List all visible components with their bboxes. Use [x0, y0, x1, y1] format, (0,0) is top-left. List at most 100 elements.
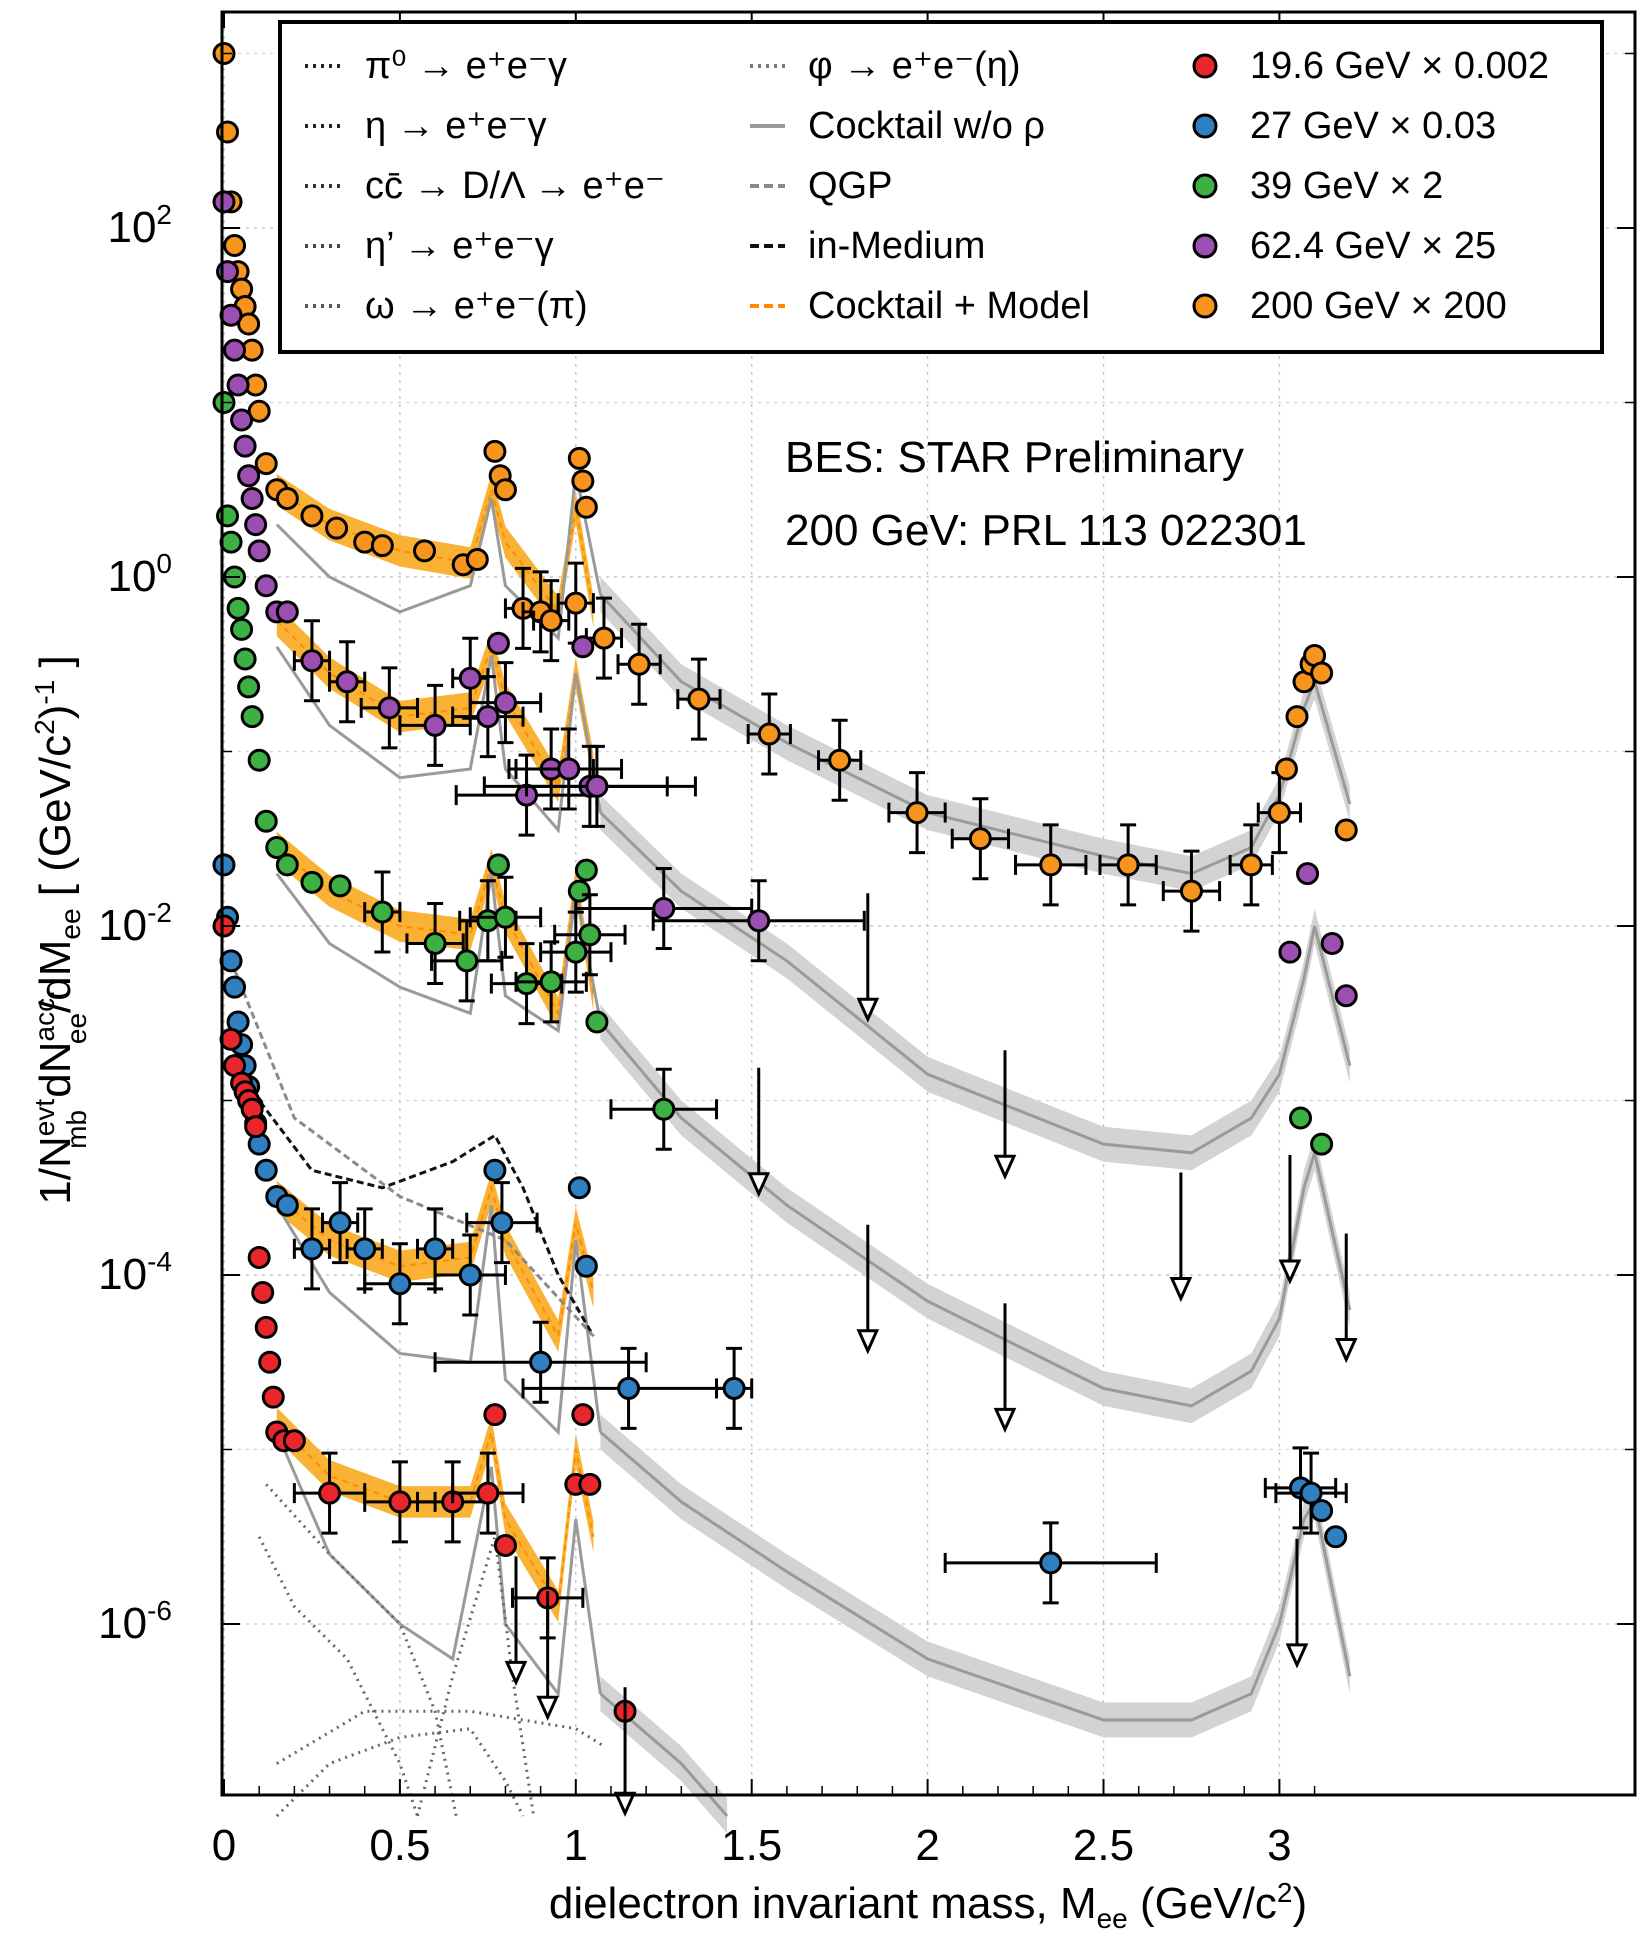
data-point — [455, 949, 479, 973]
data-point — [1239, 853, 1263, 877]
upper-limit-arrow — [1169, 1276, 1193, 1303]
annotation-prl: 200 GeV: PRL 113 022301 — [785, 506, 1307, 555]
cocktail-wo-rho-curve — [275, 645, 602, 834]
data-point — [458, 1263, 482, 1287]
data-point — [828, 748, 852, 772]
data-point — [652, 1097, 676, 1121]
data-point — [230, 408, 254, 432]
data-point — [905, 801, 929, 825]
y-tick-label: 102 — [107, 199, 172, 252]
data-point — [539, 970, 563, 994]
data-point — [486, 631, 510, 655]
cocktail-uncertainty-band — [600, 795, 1350, 1171]
y-tick-label: 100 — [107, 548, 172, 601]
data-point — [1285, 705, 1309, 729]
data-point — [515, 972, 539, 996]
data-point — [328, 874, 352, 898]
legend-label: 19.6 GeV × 0.002 — [1250, 45, 1549, 87]
in-medium-curve — [229, 1030, 595, 1337]
model-curves — [229, 472, 1352, 1818]
data-point — [223, 233, 247, 257]
data-point — [237, 675, 261, 699]
cocktail-plus-model-curve — [276, 1422, 595, 1610]
data-point — [465, 548, 489, 572]
data-point — [254, 574, 278, 598]
legend-marker — [1192, 113, 1218, 139]
upper-limit-arrow — [1285, 1643, 1309, 1669]
upper-limit-arrow — [1334, 1338, 1358, 1364]
legend-label: 200 GeV × 200 — [1250, 285, 1507, 327]
data-point — [212, 190, 236, 214]
data-point — [261, 1385, 285, 1409]
legend-label: 39 GeV × 2 — [1250, 165, 1443, 207]
legend-label: π⁰ → e⁺e⁻γ — [365, 45, 567, 87]
component-dotted-curve — [257, 1536, 419, 1817]
data-point — [254, 1158, 278, 1182]
data-point — [275, 1193, 299, 1217]
data-point — [377, 696, 401, 720]
data-point — [486, 853, 510, 877]
data-point — [493, 478, 517, 502]
data-point — [757, 722, 781, 746]
data-point — [1299, 1481, 1323, 1505]
data-point — [458, 666, 482, 690]
data-point — [585, 774, 609, 798]
data-point — [254, 452, 278, 476]
data-point — [318, 1481, 342, 1505]
data-point — [483, 1158, 507, 1182]
annotations: BES: STAR Preliminary 200 GeV: PRL 113 0… — [785, 433, 1307, 555]
data-point — [567, 1176, 591, 1200]
data-point — [247, 1246, 271, 1270]
data-point — [353, 1237, 377, 1261]
data-point — [247, 399, 271, 423]
data-point — [254, 809, 278, 833]
data-point — [747, 909, 771, 933]
data-point — [240, 705, 264, 729]
data-point — [233, 434, 257, 458]
data-point — [687, 687, 711, 711]
data-point — [567, 879, 591, 903]
data-point — [574, 495, 598, 519]
data-point — [1334, 984, 1358, 1008]
x-tick-label: 0.5 — [369, 1821, 430, 1870]
data-point — [585, 1010, 609, 1034]
data-point — [1116, 853, 1140, 877]
data-point — [237, 312, 261, 336]
legend-label: Cocktail w/o ρ — [808, 105, 1045, 147]
cocktail-wo-rho-curve — [275, 472, 602, 642]
cocktail-wo-rho-curve — [275, 1204, 602, 1436]
legend-label: 62.4 GeV × 25 — [1250, 225, 1496, 267]
data-point — [574, 1254, 598, 1278]
upper-limit-arrow — [993, 1407, 1017, 1433]
data-point — [574, 858, 598, 882]
data-point — [275, 486, 299, 510]
data-point — [557, 757, 581, 781]
legend-marker — [1192, 233, 1218, 259]
data-point — [1289, 1106, 1313, 1130]
cocktail-curve — [599, 811, 1352, 1155]
x-tick-label: 2.5 — [1073, 1821, 1134, 1870]
legend-box — [278, 20, 1604, 354]
legend-label: in-Medium — [808, 225, 985, 267]
x-tick-label: 1.5 — [721, 1821, 782, 1870]
data-point — [1310, 661, 1334, 685]
upper-limit-arrow — [504, 1660, 528, 1687]
data-point — [275, 600, 299, 624]
data-point — [388, 1490, 412, 1514]
upper-limit-arrow — [1278, 1259, 1302, 1285]
data-point — [219, 1027, 243, 1051]
data-point — [230, 617, 254, 641]
data-point — [423, 1237, 447, 1261]
data-point — [1039, 1551, 1063, 1575]
x-tick-label: 3 — [1267, 1821, 1291, 1870]
data-point — [476, 705, 500, 729]
data-point — [592, 626, 616, 650]
x-tick-label: 1 — [564, 1821, 588, 1870]
upper-limit-arrow — [747, 1172, 771, 1198]
cocktail-uncertainty-band — [600, 1004, 1350, 1424]
data-point — [722, 1376, 746, 1400]
data-point — [370, 900, 394, 924]
data-point — [247, 748, 271, 772]
cocktail-curve — [599, 1430, 1352, 1722]
data-point — [1310, 1499, 1334, 1523]
